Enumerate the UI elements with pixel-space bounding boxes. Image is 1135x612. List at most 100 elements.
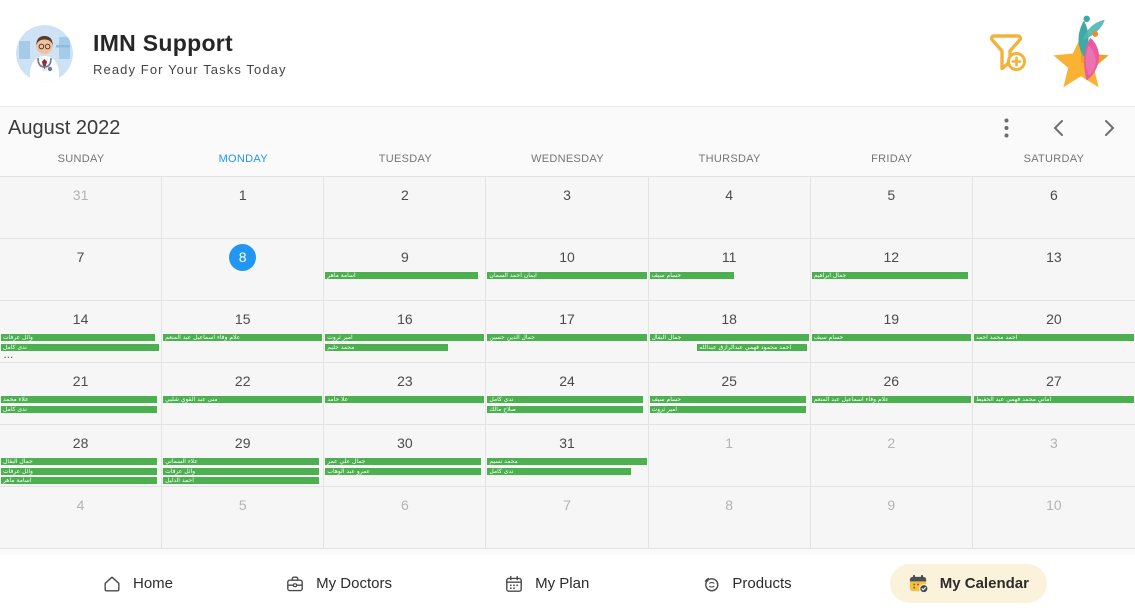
day-number: 2	[400, 187, 409, 203]
event-bar[interactable]: امير ثروت	[649, 405, 806, 413]
event-bar[interactable]: ندى كامل	[1, 343, 159, 351]
event-bar[interactable]: ندى كامل	[487, 396, 644, 403]
nav-item-home[interactable]: Home	[88, 565, 187, 603]
event-bar[interactable]: صلاح مالك	[487, 405, 644, 413]
day-cell-25[interactable]: 25 حسام سيف امير ثروت	[648, 363, 811, 425]
day-cell-31[interactable]: 31 محمد نسيم ندى كامل	[486, 425, 649, 487]
day-cell-9[interactable]: 9	[810, 487, 973, 549]
event-bar[interactable]: وائل عرفات	[1, 334, 156, 341]
day-cell-20[interactable]: 20 احمد محمد احمد	[972, 301, 1135, 363]
event-bar[interactable]: وائل عرفات	[163, 467, 320, 475]
day-cell-11[interactable]: 11 حسام سيف	[648, 239, 811, 301]
event-bar[interactable]: وائل عرفات	[1, 467, 157, 475]
kebab-menu-icon[interactable]	[995, 117, 1017, 139]
nav-item-products[interactable]: Products	[687, 565, 805, 603]
more-events-indicator[interactable]: ...	[4, 351, 14, 360]
day-cell-8[interactable]: 8	[648, 487, 811, 549]
day-number: 17	[559, 311, 575, 327]
day-cell-13[interactable]: 13	[972, 239, 1135, 301]
nav-item-my-calendar[interactable]: My Calendar	[889, 564, 1047, 603]
nav-item-my-doctors[interactable]: My Doctors	[271, 565, 406, 603]
calendar-controls	[995, 117, 1121, 139]
day-cell-29[interactable]: 29 علاء السماني وائل عرفات احمد الدليل	[162, 425, 325, 487]
event-bar[interactable]: عمرو عبد الوهاب	[325, 467, 482, 475]
app-subtitle: Ready For Your Tasks Today	[93, 61, 287, 77]
event-bar[interactable]: حسام سيف	[811, 334, 971, 341]
day-cell-5[interactable]: 5	[162, 487, 325, 549]
event-bar[interactable]: ايمان احمد السمان	[487, 272, 647, 279]
day-number: 6	[400, 497, 409, 513]
event-bar[interactable]: احمد محمود فهمي عبدالرازق عبدالله	[697, 343, 808, 351]
day-cell-7[interactable]: 7	[0, 239, 163, 301]
event-bar[interactable]: علا حامد	[325, 396, 485, 403]
day-cell-18[interactable]: 18 جمال البقال احمد محمود فهمي عبدالرازق ع…	[648, 301, 811, 363]
events-container: علام وفاء اسماعيل عبد المنعم	[811, 396, 971, 406]
events-container: جمال البقال وائل عرفات اسامة ماهر	[1, 458, 160, 487]
chevron-right-icon[interactable]	[1099, 117, 1121, 139]
day-cell-22[interactable]: 22 منى عبد القوي شلبي	[162, 363, 325, 425]
day-cell-3[interactable]: 3	[972, 425, 1135, 487]
event-bar[interactable]: علاء محمد	[1, 396, 157, 403]
event-bar[interactable]: جمال علي عمر	[325, 458, 482, 465]
day-cell-14[interactable]: 14 وائل عرفات ندى كامل...	[0, 301, 163, 363]
event-bar[interactable]: علام وفاء اسماعيل عبد المنعم	[811, 396, 971, 403]
day-cell-24[interactable]: 24 ندى كامل صلاح مالك	[486, 363, 649, 425]
day-cell-3[interactable]: 3	[486, 177, 649, 239]
day-cell-27[interactable]: 27 اماني محمد فهمي عبد الحفيظ	[972, 363, 1135, 425]
day-cell-16[interactable]: 16 امير ثروت محمد حليم	[324, 301, 487, 363]
event-bar[interactable]: حسام سيف	[649, 396, 806, 403]
day-cell-5[interactable]: 5	[810, 177, 973, 239]
day-cell-2[interactable]: 2	[324, 177, 487, 239]
day-number: 13	[1046, 249, 1062, 265]
nav-item-my-plan[interactable]: My Plan	[490, 565, 603, 603]
event-bar[interactable]: جمال الدين حسين	[487, 334, 647, 341]
day-cell-19[interactable]: 19 حسام سيف	[810, 301, 973, 363]
today-badge: 8	[229, 243, 257, 271]
day-number: 1	[238, 187, 247, 203]
day-cell-6[interactable]: 6	[972, 177, 1135, 239]
event-bar[interactable]: اماني محمد فهمي عبد الحفيظ	[973, 396, 1134, 403]
day-cell-15[interactable]: 15 علام وفاء اسماعيل عبد المنعم	[162, 301, 325, 363]
event-bar[interactable]: اسامة ماهر	[1, 477, 157, 484]
header-titles: IMN Support Ready For Your Tasks Today	[93, 30, 985, 77]
event-bar[interactable]: جمال البقال	[1, 458, 157, 465]
doctor-avatar[interactable]	[16, 24, 73, 82]
day-cell-26[interactable]: 26 علام وفاء اسماعيل عبد المنعم	[810, 363, 973, 425]
day-cell-10[interactable]: 10	[972, 487, 1135, 549]
day-cell-17[interactable]: 17 جمال الدين حسين	[486, 301, 649, 363]
day-number: 15	[234, 311, 251, 327]
event-bar[interactable]: علام وفاء اسماعيل عبد المنعم	[163, 334, 323, 341]
event-bar[interactable]: منى عبد القوي شلبي	[163, 396, 323, 403]
day-cell-9[interactable]: 9 اسامة ماهر	[324, 239, 487, 301]
day-cell-1[interactable]: 1	[648, 425, 811, 487]
event-bar[interactable]: حسام سيف	[649, 272, 734, 279]
filter-add-button[interactable]	[985, 27, 1029, 80]
star-brand-logo-icon[interactable]	[1043, 13, 1119, 93]
day-cell-6[interactable]: 6	[324, 487, 487, 549]
event-bar[interactable]: محمد حليم	[325, 343, 448, 351]
event-bar[interactable]: احمد محمد احمد	[973, 334, 1134, 341]
day-cell-4[interactable]: 4	[0, 487, 163, 549]
day-cell-23[interactable]: 23 علا حامد	[324, 363, 487, 425]
day-cell-8[interactable]: 8	[162, 239, 325, 301]
day-cell-21[interactable]: 21 علاء محمد ندى كامل	[0, 363, 163, 425]
day-cell-28[interactable]: 28 جمال البقال وائل عرفات اسامة ماهر	[0, 425, 163, 487]
event-bar[interactable]: امير ثروت	[325, 334, 485, 341]
event-bar[interactable]: ندى كامل	[487, 467, 631, 475]
day-cell-31[interactable]: 31	[0, 177, 163, 239]
event-bar[interactable]: جمال البقال	[649, 334, 809, 341]
event-bar[interactable]: اسامة ماهر	[325, 272, 479, 279]
day-cell-1[interactable]: 1	[162, 177, 325, 239]
day-cell-4[interactable]: 4	[648, 177, 811, 239]
day-cell-10[interactable]: 10 ايمان احمد السمان	[486, 239, 649, 301]
day-cell-30[interactable]: 30 جمال علي عمر عمرو عبد الوهاب	[324, 425, 487, 487]
event-bar[interactable]: محمد نسيم	[487, 458, 647, 465]
event-bar[interactable]: ندى كامل	[1, 405, 157, 413]
day-cell-2[interactable]: 2	[810, 425, 973, 487]
day-cell-12[interactable]: 12 جمال ابراهيم	[810, 239, 973, 301]
event-bar[interactable]: علاء السماني	[163, 458, 320, 465]
day-cell-7[interactable]: 7	[486, 487, 649, 549]
chevron-left-icon[interactable]	[1047, 117, 1069, 139]
event-bar[interactable]: احمد الدليل	[163, 477, 320, 484]
event-bar[interactable]: جمال ابراهيم	[811, 272, 968, 279]
